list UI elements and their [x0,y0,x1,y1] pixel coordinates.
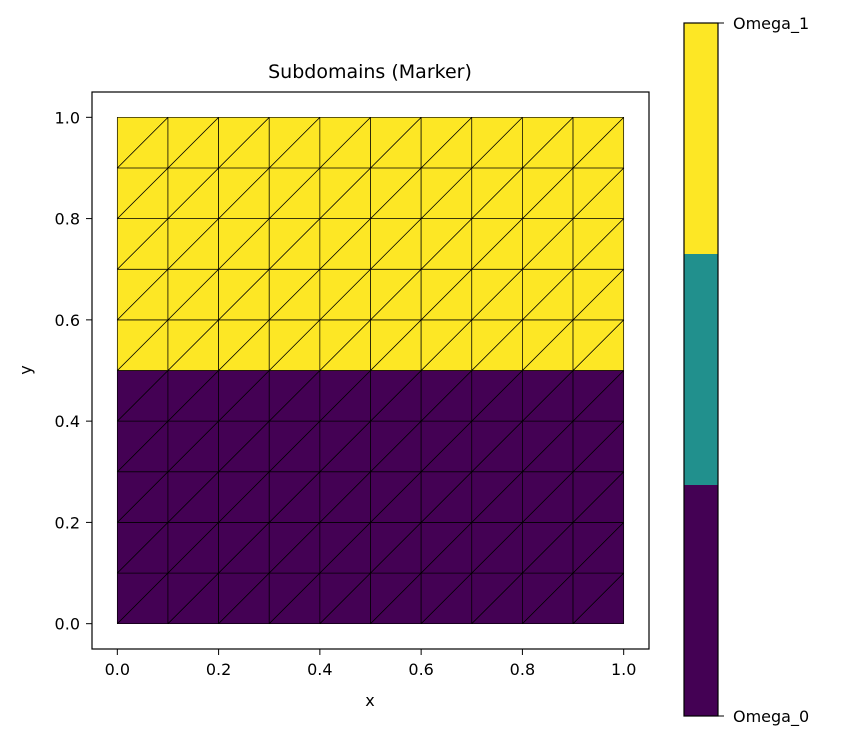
mesh-triangle [319,116,371,169]
y-tick-label: 0.2 [55,513,80,532]
x-axis-label: x [365,691,374,710]
colorbar-outline [683,22,719,717]
colorbar-tick-label: Omega_0 [733,707,809,727]
mesh-triangle [522,116,574,169]
colorbar: Omega_0 Omega_1 [683,14,809,727]
colorbar-segment [684,254,718,485]
y-tick-label: 0.8 [55,210,80,229]
y-tick-label: 1.0 [55,108,80,127]
mesh-triangle [572,116,625,169]
y-axis-label: y [16,365,35,374]
x-tick-label: 0.0 [105,660,130,679]
plot-area-frame [91,91,650,650]
x-tick-label: 0.2 [206,660,231,679]
x-tick-label: 1.0 [611,660,636,679]
mesh-triangle [420,116,473,169]
mesh-triangle [116,116,169,169]
colorbar-segment [684,23,718,254]
x-tick-label: 0.8 [510,660,535,679]
mesh-triangle [268,116,321,169]
chart-title: Subdomains (Marker) [268,61,472,83]
x-tick-label: 0.6 [408,660,433,679]
mesh-triangle [471,116,523,169]
mesh-triangle [218,116,270,169]
x-axis-ticks: 0.0 0.2 0.4 0.6 0.8 1.0 [105,649,636,679]
x-tick-label: 0.4 [307,660,332,679]
mesh-triangle [370,116,422,169]
y-tick-label: 0.0 [55,615,80,634]
colorbar-tick-label: Omega_1 [733,14,809,34]
colorbar-segment [684,485,718,716]
y-tick-label: 0.4 [55,412,80,431]
y-tick-label: 0.6 [55,311,80,330]
mesh-plot [116,116,625,625]
y-axis-ticks: 0.0 0.2 0.4 0.6 0.8 1.0 [55,108,92,634]
mesh-triangle [167,116,219,169]
